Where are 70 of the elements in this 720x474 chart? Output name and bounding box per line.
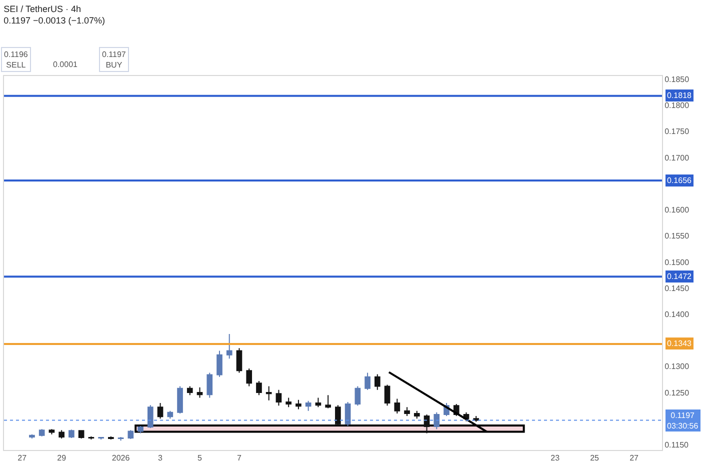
candlestick [335,404,341,426]
text: 0.0001 [53,60,78,69]
y-tick-label: 0.1850 [664,74,690,84]
y-tick-label: 0.1300 [664,362,690,372]
candlestick [434,412,440,430]
y-tick-label: 0.1150 [664,440,690,450]
ref-line-label: 0.1472 [667,272,692,281]
candlestick [424,414,430,434]
candlestick [344,401,351,426]
candlestick [246,368,252,387]
candlestick [226,334,232,360]
x-tick-label: 3 [158,454,164,463]
candlestick [206,372,213,398]
candlestick [78,430,84,440]
y-tick-label: 0.1450 [664,284,690,293]
x-tick-label: 5 [198,454,203,463]
y-tick-label: 0.1600 [664,206,690,215]
ref-line-label: 0.1343 [667,339,692,348]
candlestick [325,394,331,409]
candlestick [157,402,164,420]
candlestick [394,398,400,414]
candlestick [216,350,222,378]
candlestick [147,404,154,429]
y-tick-label: 0.1500 [664,258,690,267]
x-tick-label: 27 [18,454,28,463]
ref-line-label: 0.1197 03:30:56 [667,411,699,430]
chart-subtitle: 0.1197 −0.0013 (−1.07%) [4,16,106,26]
candlestick [108,436,114,440]
text: 0.1197 BUY [102,50,126,70]
x-tick-label: 29 [57,454,67,463]
candlestick [48,428,55,435]
candlestick [414,410,420,420]
candlestick [236,348,242,374]
candlestick [364,372,370,390]
candlestick [196,386,203,398]
candlestick [276,389,282,406]
candlestick [374,374,380,390]
y-tick-label: 0.1550 [664,232,690,241]
x-tick-label: 7 [237,454,242,463]
candlestick [404,406,410,417]
x-tick-label: 25 [590,454,600,463]
ref-line-label: 0.1818 [667,91,692,100]
y-tick-label: 0.1400 [664,310,690,319]
y-tick-label: 0.1700 [664,153,690,162]
y-tick-label: 0.1800 [664,101,690,110]
chart-title: SEI / TetherUS · 4h [4,4,81,14]
candlestick [354,386,361,406]
candlestick [128,430,134,440]
candlestick [38,428,45,437]
candlestick [29,434,35,440]
candlestick [296,399,302,410]
candlestick [305,400,312,412]
y-tick-label: 0.1750 [664,127,690,136]
candlestick [167,410,174,420]
candlestick [177,386,183,414]
x-tick-label: 23 [550,454,560,463]
candlestick [256,380,262,396]
candlestick [138,425,144,434]
candlestick [186,386,193,396]
candlestick [68,429,74,438]
candlestick [384,384,390,406]
candlestick [266,386,272,401]
x-tick-label: 2026 [112,454,130,463]
candlestick [286,397,292,408]
text: 0.1196 SELL [4,50,28,70]
y-tick-label: 0.1250 [664,388,690,398]
ref-line-label: 0.1656 [667,176,692,185]
x-tick-label: 27 [630,454,640,463]
candlestick [58,430,64,440]
candlestick [315,397,322,408]
